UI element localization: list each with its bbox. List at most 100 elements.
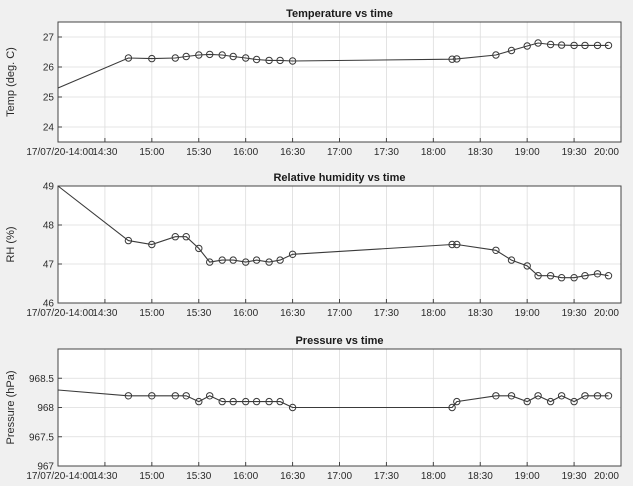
y-tick-label: 24 xyxy=(43,123,55,134)
data-point xyxy=(546,40,555,49)
x-tick-label: 16:00 xyxy=(233,471,258,482)
x-tick-label: 14:30 xyxy=(92,308,117,319)
data-point xyxy=(593,41,602,50)
data-point xyxy=(557,392,566,400)
x-tick-label: 16:00 xyxy=(233,308,258,319)
data-point xyxy=(593,392,602,400)
data-point xyxy=(581,272,589,280)
x-tick-label: 15:30 xyxy=(186,308,211,319)
axes-box xyxy=(57,185,622,304)
data-point xyxy=(593,270,602,278)
data-point xyxy=(218,51,226,59)
data-point xyxy=(581,392,589,400)
y-axis-label: Temp (deg. C) xyxy=(5,47,17,117)
data-point xyxy=(288,57,297,65)
data-point xyxy=(581,41,589,50)
x-tick-label: 17:00 xyxy=(327,471,352,482)
data-point xyxy=(448,55,456,63)
data-point xyxy=(604,272,613,280)
data-point xyxy=(534,392,542,400)
x-tick-label: 15:30 xyxy=(186,471,211,482)
data-point xyxy=(265,258,273,266)
data-point xyxy=(148,240,156,249)
x-tick-label: 19:00 xyxy=(515,147,540,158)
x-tick-label: 18:00 xyxy=(421,471,446,482)
data-point xyxy=(453,397,461,406)
data-point xyxy=(148,392,156,400)
series-line xyxy=(57,42,609,89)
x-tick-label: 18:30 xyxy=(468,147,493,158)
data-point xyxy=(206,50,214,59)
data-point xyxy=(218,256,226,264)
x-tick-label: 18:30 xyxy=(468,308,493,319)
data-point xyxy=(534,272,542,280)
x-tick-label: 19:30 xyxy=(562,147,587,158)
y-tick-label: 47 xyxy=(43,260,55,271)
chart-title: Relative humidity vs time xyxy=(273,172,405,184)
x-tick-label: 20:00 xyxy=(594,471,619,482)
series-line xyxy=(57,389,609,409)
data-point xyxy=(229,52,237,61)
data-point xyxy=(604,392,613,400)
data-point xyxy=(276,256,284,264)
y-axis-label: RH (%) xyxy=(5,226,17,262)
data-point xyxy=(288,403,297,412)
x-tick-label: 14:30 xyxy=(92,147,117,158)
data-point xyxy=(546,397,555,406)
x-tick-label: 16:30 xyxy=(280,308,305,319)
x-tick-label: 17:00 xyxy=(327,147,352,158)
data-point xyxy=(557,274,566,282)
data-point xyxy=(252,397,261,406)
chart-title: Temperature vs time xyxy=(286,8,393,20)
data-point xyxy=(229,256,237,264)
chart-title: Pressure vs time xyxy=(295,335,383,347)
x-tick-label: 16:30 xyxy=(280,471,305,482)
x-tick-label: 19:30 xyxy=(562,471,587,482)
data-point xyxy=(288,250,297,259)
x-tick-label: 15:00 xyxy=(139,147,164,158)
data-point xyxy=(276,56,284,65)
x-tick-label: 15:00 xyxy=(139,308,164,319)
x-tick-label: 17/07/20-14:00 xyxy=(26,308,94,319)
x-tick-label: 19:00 xyxy=(515,308,540,319)
y-tick-label: 967 xyxy=(37,462,54,473)
y-tick-label: 968 xyxy=(37,403,54,414)
data-point xyxy=(546,272,555,280)
y-tick-label: 49 xyxy=(43,182,55,193)
x-tick-label: 16:00 xyxy=(233,147,258,158)
x-tick-label: 15:30 xyxy=(186,147,211,158)
data-point xyxy=(252,55,261,64)
data-point xyxy=(570,397,578,406)
y-tick-label: 48 xyxy=(43,221,55,232)
data-point xyxy=(242,54,250,62)
data-point xyxy=(148,54,156,63)
data-point xyxy=(171,54,180,62)
data-point xyxy=(242,397,250,406)
data-point xyxy=(229,397,237,406)
data-point xyxy=(534,39,542,47)
x-tick-label: 15:00 xyxy=(139,471,164,482)
data-point xyxy=(453,240,461,249)
data-point xyxy=(570,274,578,282)
data-point xyxy=(492,392,500,400)
data-point xyxy=(252,256,261,264)
x-tick-label: 17/07/20-14:00 xyxy=(26,147,94,158)
data-point xyxy=(218,397,226,406)
data-point xyxy=(492,51,500,59)
data-point xyxy=(448,240,456,249)
x-tick-label: 18:30 xyxy=(468,471,493,482)
x-tick-label: 18:00 xyxy=(421,147,446,158)
data-point xyxy=(523,42,531,50)
data-point xyxy=(206,258,214,266)
y-tick-label: 27 xyxy=(43,33,55,44)
y-tick-label: 26 xyxy=(43,63,55,74)
data-point xyxy=(124,54,133,62)
x-tick-label: 19:30 xyxy=(562,308,587,319)
data-point xyxy=(195,397,203,406)
data-point xyxy=(507,256,516,264)
data-point xyxy=(604,41,613,50)
data-point xyxy=(124,392,133,400)
